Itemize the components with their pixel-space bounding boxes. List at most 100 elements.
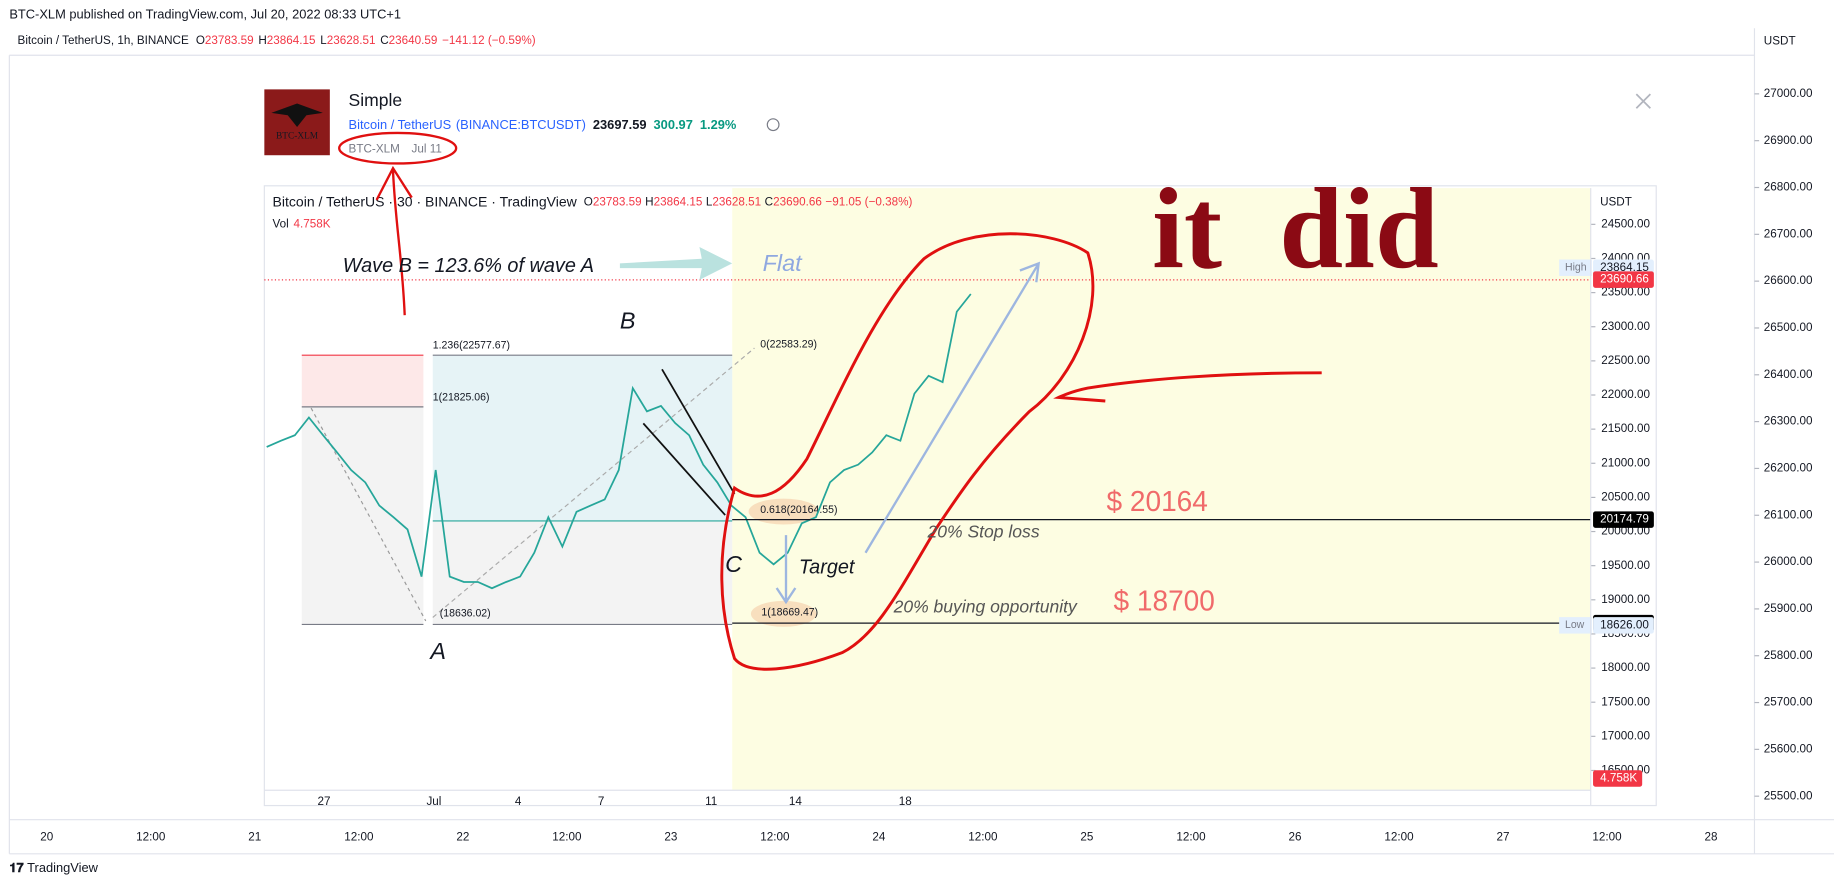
close-button[interactable]: [1635, 93, 1651, 109]
price-label-bg: [1593, 271, 1654, 288]
price-line: [266, 293, 972, 590]
x-tick-label: 18: [899, 795, 912, 808]
y-tick-label: 25600.00: [1764, 742, 1813, 755]
x-tick-label: 7: [598, 795, 605, 808]
ohlc-value: 23628.51: [712, 195, 761, 208]
volume-value: 4.758K: [293, 218, 330, 231]
ohlc-key: L: [320, 34, 327, 47]
currency: USDT: [1764, 34, 1796, 47]
fib-label: 0(22583.29): [760, 338, 817, 350]
verdict: it did: [1152, 165, 1439, 292]
x-tick-label: 12:00: [1384, 830, 1414, 843]
price-label-name: Low: [1565, 619, 1585, 631]
y-tick-label: 25800.00: [1764, 649, 1813, 662]
wave-label: B: [620, 307, 636, 333]
fib-zone: [432, 355, 733, 521]
x-tick-label: 12:00: [552, 830, 582, 843]
ohlc-value: 23864.15: [267, 34, 316, 47]
alarm-icon[interactable]: [766, 118, 780, 132]
target-arrow: [864, 261, 1041, 554]
published: BTC-XLM published on TradingView.com, Ju…: [9, 7, 401, 22]
author[interactable]: BTC-XLM: [349, 142, 400, 155]
y-tick-label: 26100.00: [1764, 508, 1813, 521]
y-tick-label: 20500.00: [1601, 490, 1650, 503]
wedge-line: [642, 422, 726, 516]
y-tick-label: 25700.00: [1764, 696, 1813, 709]
x-tick-label: 27: [1497, 830, 1510, 843]
price: 23697.59: [593, 117, 647, 132]
ohlc-key: L: [706, 195, 713, 208]
y-tick-label: 22000.00: [1601, 388, 1650, 401]
change: −91.05 (−0.38%): [825, 195, 912, 208]
y-tick-label: 26900.00: [1764, 134, 1813, 147]
ohlc-value: 23690.66: [773, 195, 822, 208]
x-tick-label: 23: [664, 830, 677, 843]
y-tick-label: 26600.00: [1764, 274, 1813, 287]
y-tick-label: 18000.00: [1601, 661, 1650, 674]
ohlc-key: O: [196, 34, 205, 47]
x-tick-label: 28: [1705, 830, 1718, 843]
wave-label: C: [725, 551, 743, 577]
change-pct: 1.29%: [700, 117, 737, 132]
price-label: 20174.79: [1600, 513, 1649, 526]
fib-label: 1.236(22577.67): [433, 340, 510, 352]
fib-zone: [301, 355, 424, 407]
annotation: 20% Stop loss: [927, 521, 1040, 541]
price-label-bg: [1593, 617, 1654, 634]
price-label-bg: [1593, 511, 1654, 528]
ohlc-value: 23640.59: [389, 34, 438, 47]
ohlc-key: C: [765, 195, 774, 208]
ohlc-key: C: [380, 34, 389, 47]
logo-text: BTC-XLM: [276, 132, 319, 142]
symbol: Bitcoin / TetherUS, 1h, BINANCE: [18, 34, 189, 47]
y-tick-label: 21500.00: [1601, 422, 1650, 435]
y-tick-label: 26200.00: [1764, 462, 1813, 475]
fib-label: 0.618(20164.55): [760, 504, 837, 516]
x-tick-label: 26: [1288, 830, 1301, 843]
x-tick-label: 12:00: [968, 830, 998, 843]
ohlc-value: 23783.59: [205, 34, 254, 47]
x-tick-label: 25: [1080, 830, 1093, 843]
arrow-annotation: [1053, 371, 1322, 403]
x-tick-label: 24: [872, 830, 885, 843]
y-tick-label: 26000.00: [1764, 555, 1813, 568]
fib-label: 1(21825.06): [433, 391, 490, 403]
symbol-link[interactable]: Bitcoin / TetherUS: [349, 117, 452, 132]
fib-label: (18636.02): [440, 608, 491, 620]
volume-header: Vol 4.758K: [273, 218, 331, 231]
annotation: $ 18700: [1114, 586, 1215, 617]
price-label-name-bg: [1559, 617, 1592, 634]
ohlc-value: 23783.59: [593, 195, 642, 208]
ohlc-key: O: [584, 195, 593, 208]
arrow-annotation: [375, 165, 413, 316]
inner-header: Bitcoin / TetherUS · 30 · BINANCE · Trad…: [273, 193, 913, 209]
y-tick-label: 17000.00: [1601, 729, 1650, 742]
idea-meta: BTC-XLM Jul 11: [349, 142, 442, 155]
ohlc-value: 23864.15: [654, 195, 703, 208]
y-tick-label: 19000.00: [1601, 593, 1650, 606]
blob-annotation: [720, 232, 1095, 671]
annotation: 20% buying opportunity: [893, 597, 1078, 617]
annotation: $ 20164: [1106, 486, 1207, 517]
x-tick-label: Jul: [426, 795, 441, 808]
annotation: Wave B = 123.6% of wave A: [343, 255, 594, 277]
annotation: Flat: [763, 250, 803, 276]
footer-logo: 𝟏𝟕: [9, 860, 24, 875]
inner-currency: USDT: [1600, 195, 1632, 208]
fib-label: 1(18669.47): [761, 606, 818, 618]
price-label: 18626.00: [1600, 618, 1649, 631]
annotation: Target: [799, 556, 856, 578]
footer-text: TradingView: [27, 860, 98, 875]
y-tick-label: 26700.00: [1764, 227, 1813, 240]
ohlc-key: H: [645, 195, 653, 208]
wedge-line: [661, 368, 736, 495]
y-tick-label: 26500.00: [1764, 321, 1813, 334]
y-tick-label: 21000.00: [1601, 456, 1650, 469]
y-tick-label: 17500.00: [1601, 695, 1650, 708]
change: 300.97: [654, 117, 693, 132]
trend-line: [310, 407, 427, 622]
price-label-name-bg: [1559, 259, 1592, 276]
y-tick-label: 25500.00: [1764, 789, 1813, 802]
x-tick-label: 21: [248, 830, 261, 843]
